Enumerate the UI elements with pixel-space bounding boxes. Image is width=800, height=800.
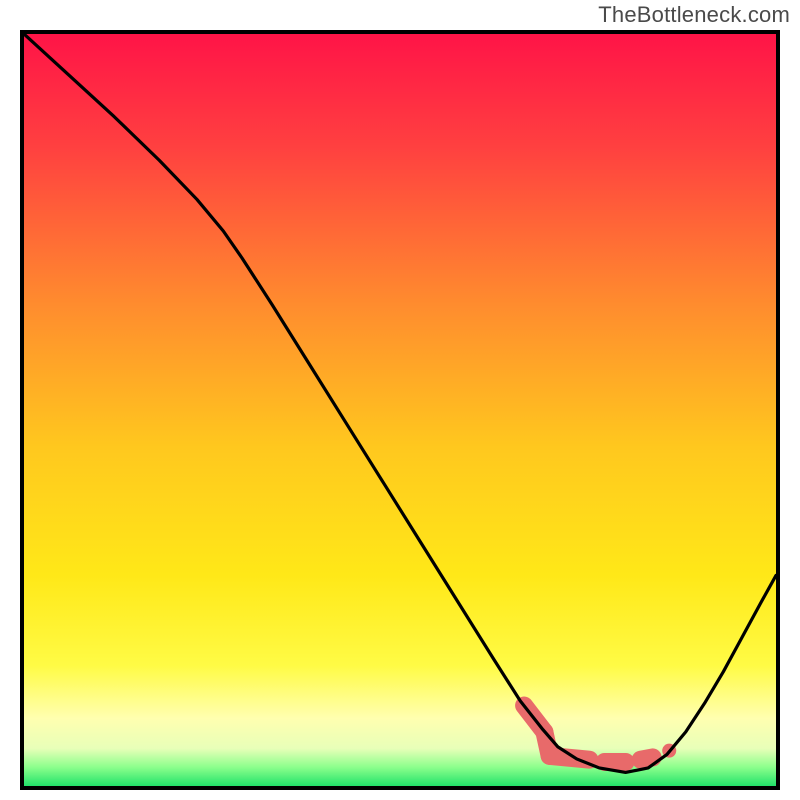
highlight-dash (550, 756, 590, 760)
bottleneck-curve-chart (24, 34, 776, 786)
highlight-dash (641, 757, 653, 759)
attribution-watermark: TheBottleneck.com (598, 2, 790, 28)
gradient-background (24, 34, 776, 786)
chart-frame: TheBottleneck.com (0, 0, 800, 800)
plot-area (20, 30, 780, 790)
